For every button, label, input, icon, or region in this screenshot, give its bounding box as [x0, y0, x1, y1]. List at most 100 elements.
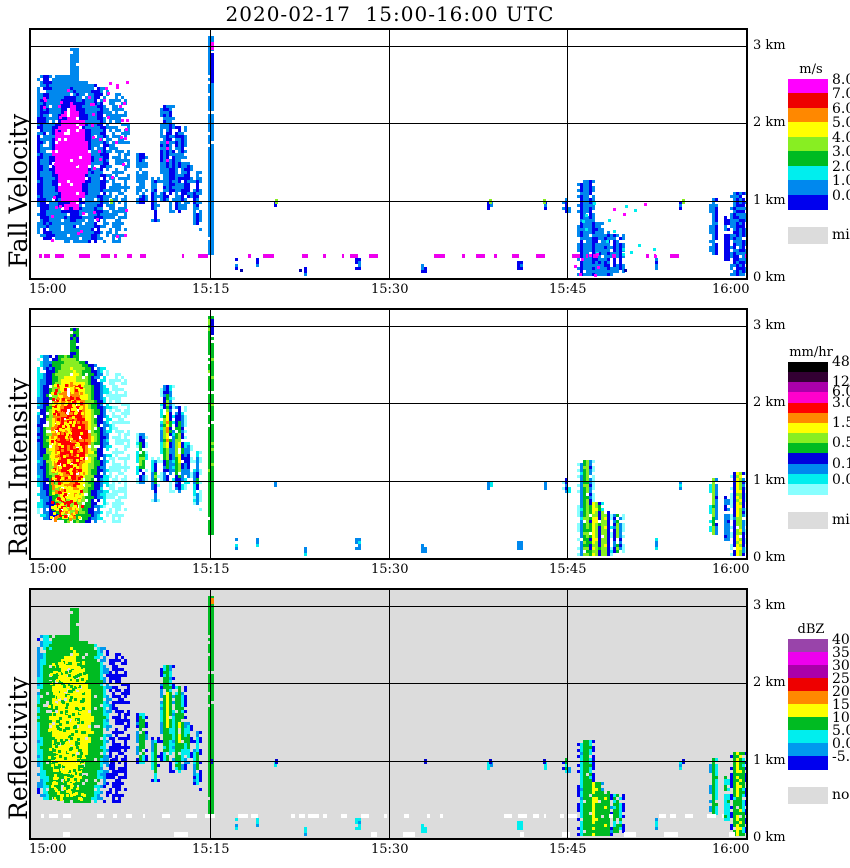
colorbar-swatch — [788, 433, 828, 444]
gridline-vertical — [567, 28, 568, 280]
colorbar-swatch — [788, 194, 828, 210]
colorbar-swatch — [788, 151, 828, 167]
colorbar-swatch — [788, 180, 828, 196]
colorbar-swatch — [788, 107, 828, 123]
figure-title: 2020-02-17 15:00-16:00 UTC — [225, 2, 555, 26]
colorbar-missing-swatch — [788, 512, 828, 529]
x-axis-label: 16:00 — [712, 562, 750, 577]
y-axis-label: 0 km — [753, 830, 786, 845]
colorbar-swatch — [788, 453, 828, 465]
gridline-horizontal — [29, 761, 748, 762]
y-axis-tick — [740, 46, 747, 47]
gridline-horizontal — [29, 201, 748, 202]
colorbar-swatch — [788, 402, 828, 414]
colorbar-missing-swatch — [788, 227, 828, 244]
gridline-horizontal — [29, 326, 748, 327]
y-axis-tick — [740, 481, 747, 482]
x-axis-label: 16:00 — [712, 842, 750, 857]
gridline-horizontal — [29, 481, 748, 482]
colorbar-tick-label: 7.0 — [832, 86, 850, 103]
y-axis-label: 2 km — [753, 675, 786, 690]
colorbar-swatch — [788, 93, 828, 109]
x-axis-label: 15:30 — [371, 562, 409, 577]
colorbar-tick-label: 6.0 — [832, 384, 850, 401]
colorbar-swatch — [788, 665, 828, 679]
y-axis-tick — [740, 606, 747, 607]
colorbar-swatch — [788, 652, 828, 666]
colorbar-swatch — [788, 443, 828, 454]
colorbar-tick-label: 12.0 — [832, 374, 850, 391]
colorbar-tick-label: 30.0 — [832, 658, 850, 674]
y-axis-tick — [740, 761, 747, 762]
colorbar-swatch — [788, 362, 828, 373]
y-axis-label: 0 km — [753, 270, 786, 285]
x-axis-label: 16:00 — [712, 282, 750, 297]
colorbar-tick-label: 0.0 — [832, 187, 850, 204]
colorbar-tick-label: 2.0 — [832, 158, 850, 175]
colorbar-swatch — [788, 483, 828, 495]
colorbar-tick-label: 3.0 — [832, 144, 850, 161]
colorbar-swatch — [788, 473, 828, 485]
colorbar-swatch — [788, 704, 828, 718]
x-axis-label: 15:45 — [549, 282, 587, 297]
colorbar-tick-label: 0.0 — [832, 736, 850, 752]
gridline-horizontal — [29, 606, 748, 607]
colorbar-swatch — [788, 639, 828, 653]
colorbar-swatch — [788, 678, 828, 692]
colorbar-swatch — [788, 422, 828, 434]
x-axis-label: 15:15 — [192, 842, 230, 857]
colorbar-tick-label: -5.0 — [832, 749, 850, 765]
colorbar-tick-label: 20.0 — [832, 684, 850, 700]
y-axis-label: 1 km — [753, 473, 786, 488]
colorbar-swatch — [788, 743, 828, 757]
gridline-vertical — [389, 28, 390, 280]
gridline-vertical — [210, 28, 211, 280]
gridline-vertical — [210, 308, 211, 560]
colorbar-tick-label: 6.0 — [832, 100, 850, 117]
x-axis-label: 15:30 — [371, 282, 409, 297]
y-axis-tick — [740, 201, 747, 202]
y-axis-label: 3 km — [753, 598, 786, 613]
plot-area-fall-velocity[interactable] — [29, 28, 748, 280]
colorbar-missing-swatch — [788, 787, 828, 804]
colorbar-swatch — [788, 412, 828, 424]
colorbar-tick-label: 0.5 — [832, 435, 850, 452]
y-axis-label: 3 km — [753, 318, 786, 333]
colorbar-swatch — [788, 79, 828, 95]
x-axis-label: 15:30 — [371, 842, 409, 857]
colorbar-tick-label: 0.0 — [832, 471, 850, 488]
colorbar-tick-label: 40.0 — [832, 632, 850, 648]
x-axis-label: 15:45 — [549, 562, 587, 577]
colorbar-tick-label: 4.0 — [832, 129, 850, 146]
colorbar-tick-label: 1.5 — [832, 414, 850, 431]
colorbar-unit: m/s — [799, 62, 823, 77]
colorbar-unit: mm/hr — [789, 345, 833, 360]
colorbar-tick-label: 10.0 — [832, 710, 850, 726]
y-axis-tick — [740, 683, 747, 684]
colorbar-tick-label: 15.0 — [832, 697, 850, 713]
y-axis-label: 2 km — [753, 115, 786, 130]
y-axis-tick — [740, 403, 747, 404]
gridline-vertical — [389, 588, 390, 840]
plot-area-rain-intensity[interactable] — [29, 308, 748, 560]
colorbar-unit: dBZ — [797, 622, 825, 637]
colorbar-swatch — [788, 463, 828, 475]
colorbar-swatch — [788, 717, 828, 731]
x-axis-label: 15:00 — [29, 562, 67, 577]
colorbar-tick-label: 35.0 — [832, 645, 850, 661]
colorbar-swatch — [788, 756, 828, 770]
y-axis-label: 3 km — [753, 38, 786, 53]
y-axis-tick — [740, 278, 747, 279]
gridline-horizontal — [29, 46, 748, 47]
y-axis-tick — [740, 558, 747, 559]
colorbar-swatch — [788, 165, 828, 181]
y-axis-tick — [740, 838, 747, 839]
colorbar-tick-label: 25.0 — [832, 671, 850, 687]
colorbar-tick-label: 8.0 — [832, 72, 850, 88]
y-axis-label: 0 km — [753, 550, 786, 565]
colorbar-tick-label: 5.0 — [832, 723, 850, 739]
x-axis-label: 15:45 — [549, 842, 587, 857]
y-axis-label: 2 km — [753, 395, 786, 410]
plot-area-reflectivity[interactable] — [29, 588, 748, 840]
colorbar-swatch — [788, 392, 828, 404]
